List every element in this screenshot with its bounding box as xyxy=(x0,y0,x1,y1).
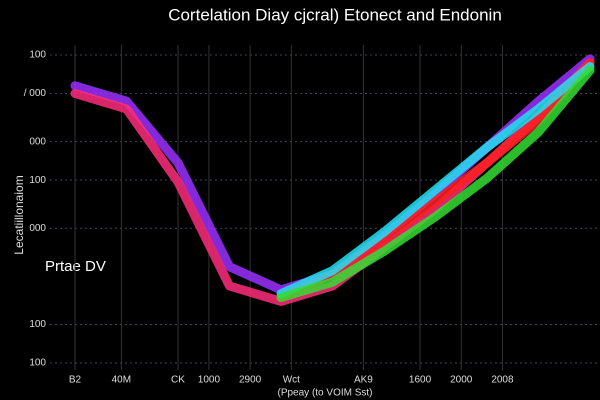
series-line xyxy=(70,54,595,295)
y-tick-label: 000 xyxy=(29,223,46,234)
x-tick-label: B2 xyxy=(69,375,82,386)
x-tick-label: 2900 xyxy=(239,375,262,386)
chart-title: Cortelation Diay cjcral) Etonect and End… xyxy=(168,5,502,24)
x-tick-label: 1000 xyxy=(198,375,221,386)
y-tick-label: 100 xyxy=(29,358,46,369)
x-tick-label: CK xyxy=(171,375,185,386)
y-tick-label: 100 xyxy=(29,50,46,61)
y-tick-label: 000 xyxy=(29,136,46,147)
series-line xyxy=(276,62,595,299)
x-tick-label: 40M xyxy=(112,375,131,386)
x-tick-label: 2008 xyxy=(491,375,514,386)
y-tick-label: 100 xyxy=(29,319,46,330)
y-tick-label: 100 xyxy=(29,175,46,186)
x-axis-label: (Ppeay (to VOIM Sst) xyxy=(277,388,372,399)
x-tick-label: 1600 xyxy=(409,375,432,386)
x-tick-label: 2000 xyxy=(450,375,473,386)
y-tick-label: / 000 xyxy=(24,88,47,99)
y-axis-label: Lecatiillonaiom xyxy=(12,175,26,254)
x-tick-label: Wct xyxy=(283,375,300,386)
series-line xyxy=(276,65,595,303)
x-tick-label: AK9 xyxy=(354,375,373,386)
